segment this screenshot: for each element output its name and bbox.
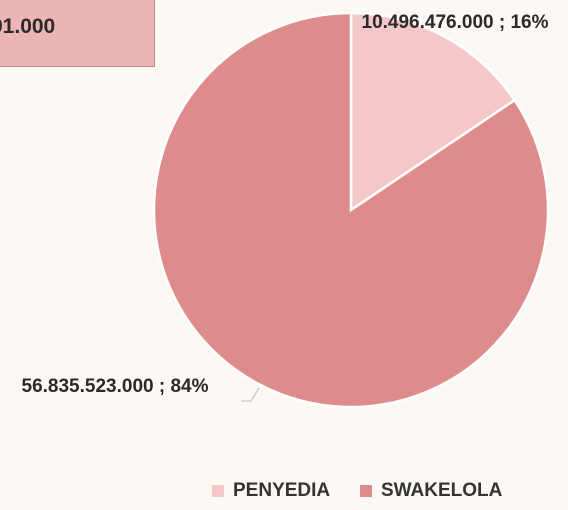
data-label: 56.835.523.000 ; 84%	[21, 376, 209, 397]
legend-label: PENYEDIA	[233, 480, 331, 501]
legend-label: SWAKELOLA	[381, 480, 503, 501]
pie-slice	[349, 11, 517, 213]
legend-item: PENYEDIA	[212, 480, 330, 502]
legend-swatch	[212, 485, 224, 497]
annotation: 91.000	[0, 15, 56, 38]
legend-swatch	[360, 485, 372, 497]
leader-line	[241, 387, 260, 402]
legend-item: SWAKELOLA	[360, 480, 502, 502]
data-label: 10.496.476.000 ; 16%	[361, 12, 549, 33]
pie-slice	[152, 11, 550, 409]
annotation-box: 91.000	[0, 0, 155, 67]
